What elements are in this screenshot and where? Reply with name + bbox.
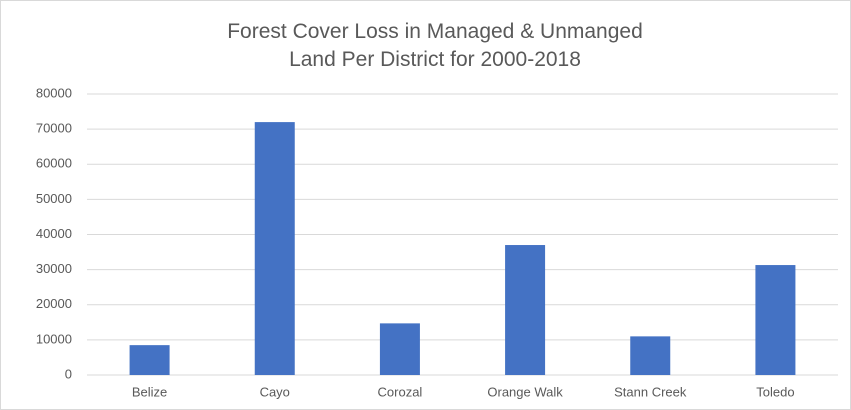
x-tick-label: Corozal [378,384,423,399]
bar [129,345,170,375]
bar [630,336,671,375]
x-tick-label: Belize [132,384,167,399]
x-tick-label: Toledo [756,384,794,399]
x-tick-label: Cayo [260,384,290,399]
chart-title: Forest Cover Loss in Managed & Unmanged … [227,20,643,71]
y-tick-label: 0 [65,366,72,381]
y-tick-label: 10000 [36,331,72,346]
y-tick-label: 20000 [36,296,72,311]
y-tick-label: 80000 [36,85,72,100]
bar [379,323,420,375]
x-tick-label: Orange Walk [487,384,563,399]
y-tick-label: 40000 [36,226,72,241]
y-tick-label: 50000 [36,191,72,206]
bar [755,265,796,375]
y-tick-label: 30000 [36,261,72,276]
x-tick-label: Stann Creek [614,384,687,399]
y-tick-label: 60000 [36,156,72,171]
bar [505,245,546,375]
bar [254,122,295,375]
y-tick-label: 70000 [36,121,72,136]
